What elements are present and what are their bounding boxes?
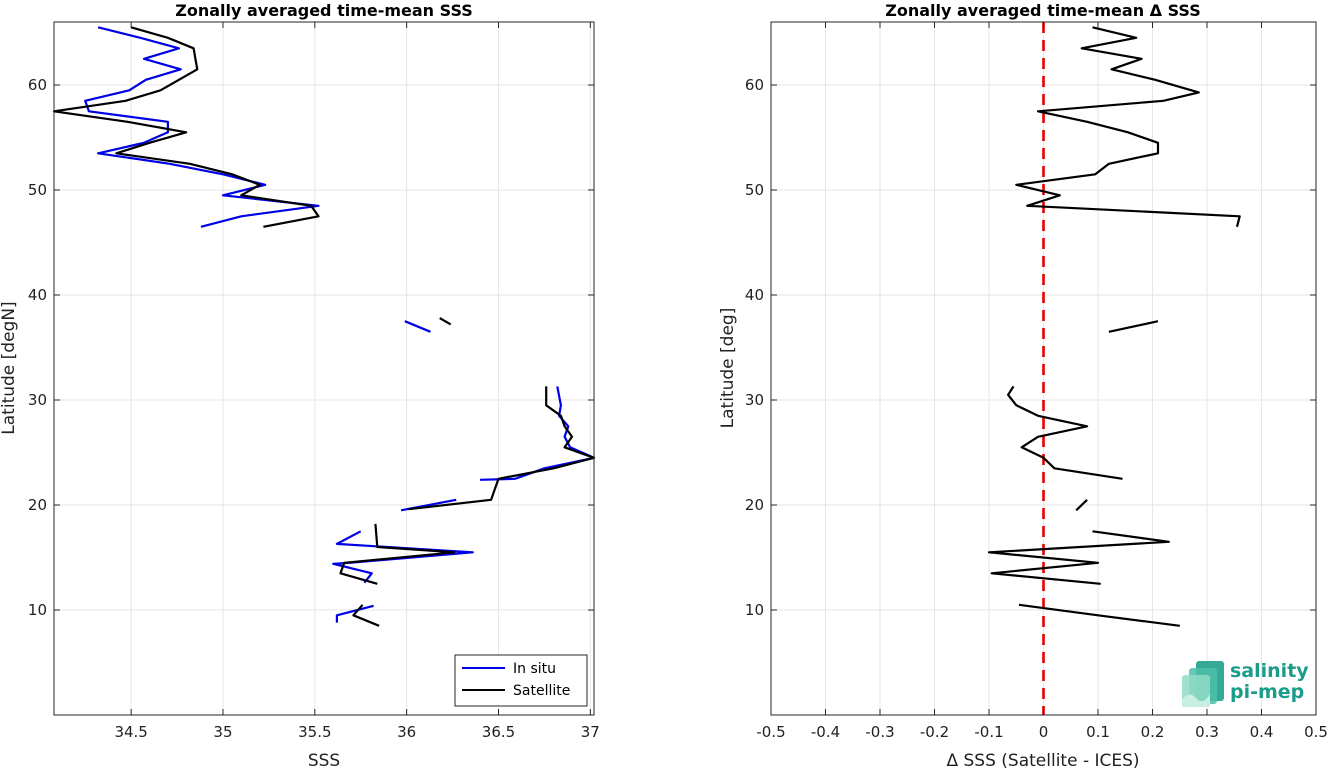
right-chart-title: Zonally averaged time-mean Δ SSS (885, 1, 1201, 20)
left-y-tick-label: 60 (28, 76, 47, 94)
right-x-tick-label: -0.4 (811, 723, 840, 741)
series-line-satellite (52, 26, 320, 228)
right-x-tick-label: -0.3 (865, 723, 894, 741)
right-x-tick-label: 0.5 (1304, 723, 1328, 741)
right-ticks: -0.5 -0.4 -0.3 -0.2 -0.1 0 0.1 0.2 0.3 0.4 0.5 10 20… (745, 22, 1328, 741)
left-axes-box (53, 21, 595, 716)
left-y-tick-label: 40 (28, 286, 47, 304)
right-x-tick-label: -0.2 (920, 723, 949, 741)
right-y-tick-label: 60 (745, 76, 764, 94)
left-plot-area (54, 22, 594, 715)
left-y-axis-label: Latitude [degN] (0, 301, 19, 434)
right-y-tick-label: 40 (745, 286, 764, 304)
left-x-tick-label: 35 (213, 723, 232, 741)
right-x-axis-label: Δ SSS (Satellite - ICES) (946, 751, 1139, 769)
series-line-delta-sss (1015, 26, 1241, 228)
legend: In situ Satellite (454, 654, 588, 707)
series-line-delta-sss (1018, 603, 1180, 627)
series-line-satellite (439, 317, 452, 326)
right-y-axis-label: Latitude [deg] (718, 308, 738, 429)
left-y-tick-label: 10 (28, 601, 47, 619)
right-x-tick-label: -0.5 (756, 723, 785, 741)
right-x-tick-label: 0 (1039, 723, 1049, 741)
right-y-tick-label: 20 (745, 496, 764, 514)
left-y-tick-label: 20 (28, 496, 47, 514)
right-panel-delta-sss: -0.5 -0.4 -0.3 -0.2 -0.1 0 0.1 0.2 0.3 0.4 0.5 10 20… (718, 1, 1328, 769)
legend-label-satellite: Satellite (513, 683, 570, 699)
left-x-tick-label: 35.5 (298, 723, 331, 741)
legend-label-in-situ: In situ (513, 661, 556, 677)
left-x-tick-label: 36 (397, 723, 416, 741)
left-x-tick-label: 36.5 (482, 723, 515, 741)
right-y-tick-label: 50 (745, 181, 764, 199)
left-x-tick-label: 34.5 (114, 723, 147, 741)
series-line-in-situ (404, 320, 431, 333)
series-line-satellite (339, 523, 456, 585)
left-y-tick-label: 30 (28, 391, 47, 409)
right-data-lines (987, 26, 1241, 627)
logo-text-salinity: salinity (1230, 660, 1309, 682)
left-y-tick-label: 50 (28, 181, 47, 199)
left-ticks: 34.5 35 35.5 36 36.5 37 10 20 30 40 50 60 (28, 22, 600, 741)
right-x-tick-label: -0.1 (974, 723, 1003, 741)
left-x-axis-label: SSS (308, 751, 340, 769)
right-x-tick-label: 0.4 (1250, 723, 1274, 741)
legend-box (454, 654, 588, 707)
left-panel-sss: 34.5 35 35.5 36 36.5 37 10 20 30 40 50 60 Zonally a… (0, 1, 600, 769)
left-grid (54, 22, 594, 715)
series-line-delta-sss (1108, 320, 1159, 333)
salinity-pi-mep-logo: salinity pi-mep (1182, 660, 1309, 707)
series-line-in-situ (84, 26, 320, 228)
series-line-delta-sss (1075, 499, 1088, 512)
right-y-tick-label: 10 (745, 601, 764, 619)
series-line-delta-sss (987, 530, 1170, 585)
right-x-tick-label: 0.2 (1141, 723, 1165, 741)
series-line-satellite (408, 386, 596, 511)
logo-text-pi-mep: pi-mep (1230, 681, 1304, 703)
left-chart-title: Zonally averaged time-mean SSS (175, 1, 473, 20)
left-data-lines (52, 26, 596, 627)
series-line-satellite (352, 604, 380, 627)
series-line-in-situ (335, 604, 374, 623)
logo-wave-icon (1182, 661, 1224, 707)
right-x-tick-label: 0.1 (1086, 723, 1110, 741)
right-y-tick-label: 30 (745, 391, 764, 409)
right-x-tick-label: 0.3 (1195, 723, 1219, 741)
series-line-delta-sss (1006, 385, 1123, 480)
left-x-tick-label: 37 (581, 723, 600, 741)
